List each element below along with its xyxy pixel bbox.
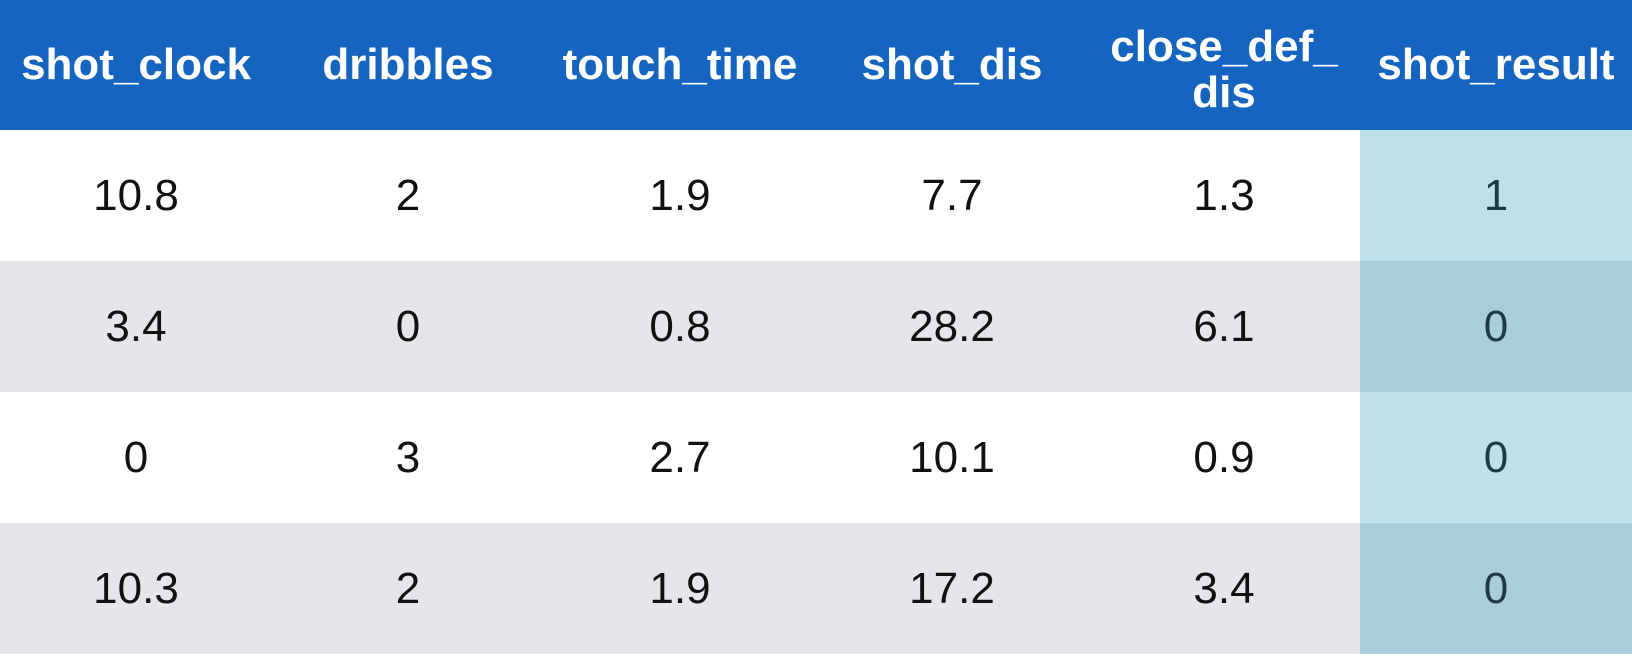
table-row: 3.4 0 0.8 28.2 6.1 0: [0, 261, 1632, 392]
column-header-shot-result: shot_result: [1377, 40, 1615, 89]
highlighted-cell: 0: [1360, 261, 1632, 392]
column-header-touch-time: touch_time: [562, 40, 798, 89]
column-header-shot-dis: shot_dis: [861, 40, 1043, 89]
table-cell: 7.7: [921, 170, 983, 220]
column-header-shot-clock: shot_clock: [21, 40, 251, 89]
table-cell: 2.7: [649, 432, 711, 482]
highlighted-cell: 1: [1360, 130, 1632, 261]
table-cell: 0: [395, 301, 421, 351]
table-cell: 17.2: [909, 563, 995, 613]
table-cell: 10.8: [93, 170, 179, 220]
table-cell: 3: [395, 432, 421, 482]
table-cell: 0.9: [1193, 432, 1255, 482]
column-header-close-def-dis: close_def_dis: [1110, 22, 1338, 117]
table-cell: 6.1: [1193, 301, 1255, 351]
table-row: 10.3 2 1.9 17.2 3.4 0: [0, 523, 1632, 654]
table-cell: 0.8: [649, 301, 711, 351]
table-cell: 2: [395, 170, 421, 220]
table-cell: 1.3: [1193, 170, 1255, 220]
table-cell: 3.4: [105, 301, 167, 351]
table-cell: 3.4: [1193, 563, 1255, 613]
table-cell: 10.3: [93, 563, 179, 613]
table-row: 0 3 2.7 10.1 0.9 0: [0, 392, 1632, 523]
column-header-dribbles: dribbles: [322, 40, 494, 89]
highlighted-cell: 0: [1360, 392, 1632, 523]
table-cell: 28.2: [909, 301, 995, 351]
table-cell: 2: [395, 563, 421, 613]
table-cell: 1.9: [649, 563, 711, 613]
table-header-row: shot_clock dribbles touch_time shot_dis …: [0, 0, 1632, 130]
table-cell: 1.9: [649, 170, 711, 220]
table-cell: 10.1: [909, 432, 995, 482]
table-cell: 0: [123, 432, 149, 482]
table-row: 10.8 2 1.9 7.7 1.3 1: [0, 130, 1632, 261]
highlighted-cell: 0: [1360, 523, 1632, 654]
